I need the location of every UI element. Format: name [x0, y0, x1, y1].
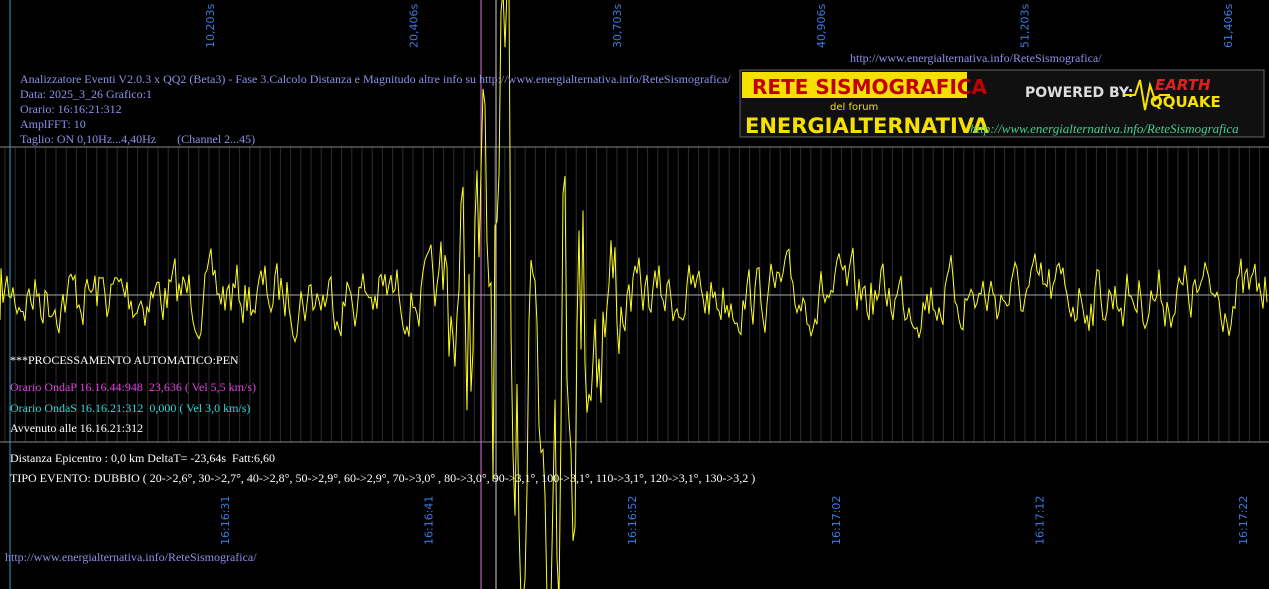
onda-p: Orario OndaP 16.16.44:948 23,636 ( Vel 5… — [10, 380, 256, 394]
logo-banner — [742, 72, 967, 98]
top-time-label: 61,406s — [1222, 4, 1235, 48]
bottom-time-label: 16:17:12 — [1033, 496, 1046, 545]
top-time-label: 30,703s — [611, 4, 624, 48]
onda-s: Orario OndaS 16.16.21:312 0,000 ( Vel 3,… — [10, 401, 250, 415]
processing: ***PROCESSAMENTO AUTOMATICO:PEN Orario O… — [10, 353, 755, 485]
top-time-axis: 10,203s 20,406s 30,703s 40,906s 51,203s 61,40… — [204, 4, 1235, 48]
distance: Distanza Epicentro : 0,0 km DeltaT= -23,… — [10, 451, 275, 465]
bottom-time-label: 16:17:22 — [1237, 496, 1250, 545]
header-line: Orario: 16:16:21:312 — [20, 102, 122, 116]
header-line: AmplFFT: 10 — [20, 117, 86, 131]
top-url: http://www.energialternativa.info/ReteSi… — [850, 51, 1102, 65]
bottom-time-axis: 16:16:31 16:16:41 16:16:52 16:17:02 16:17:12… — [219, 496, 1250, 545]
logo-brand: QQUAKE — [1150, 93, 1221, 111]
occurred: Avvenuto alle 16.16.21:312 — [10, 421, 143, 435]
footer-url: http://www.energialternativa.info/ReteSi… — [5, 550, 257, 564]
logo: RETE SISMOGRAFICA del forum ENERGIALTERN… — [739, 69, 1265, 138]
logo-title: RETE SISMOGRAFICA — [752, 75, 988, 99]
bottom-time-label: 16:17:02 — [830, 496, 843, 545]
bottom-time-label: 16:16:52 — [626, 496, 639, 545]
header: Analizzatore Eventi V2.0.3 x QQ2 (Beta3)… — [20, 72, 731, 146]
top-time-label: 40,906s — [815, 4, 828, 48]
top-time-label: 51,203s — [1018, 4, 1031, 48]
logo-icon — [1125, 79, 1170, 111]
header-line: Data: 2025_3_26 Grafico:1 — [20, 87, 152, 101]
logo-powered: POWERED BY: — [1025, 85, 1133, 101]
event-type: TIPO EVENTO: DUBBIO ( 20->2,6°, 30->2,7°… — [10, 471, 755, 485]
bottom-time-label: 16:16:41 — [423, 496, 436, 545]
bottom-time-label: 16:16:31 — [219, 496, 232, 545]
top-time-label: 10,203s — [204, 4, 217, 48]
header-line: Analizzatore Eventi V2.0.3 x QQ2 (Beta3)… — [20, 72, 731, 86]
logo-name: ENERGIALTERNATIVA — [745, 114, 990, 138]
header-line: Taglio: ON 0,10Hz...4,40Hz (Channel 2...… — [20, 132, 255, 146]
processing-title: ***PROCESSAMENTO AUTOMATICO:PEN — [10, 353, 239, 367]
logo-url: http://www.energialternativa.info/ReteSi… — [970, 121, 1239, 136]
logo-brand: EARTH — [1155, 76, 1211, 94]
logo-subtitle: del forum — [830, 102, 878, 113]
top-time-label: 20,406s — [408, 4, 421, 48]
